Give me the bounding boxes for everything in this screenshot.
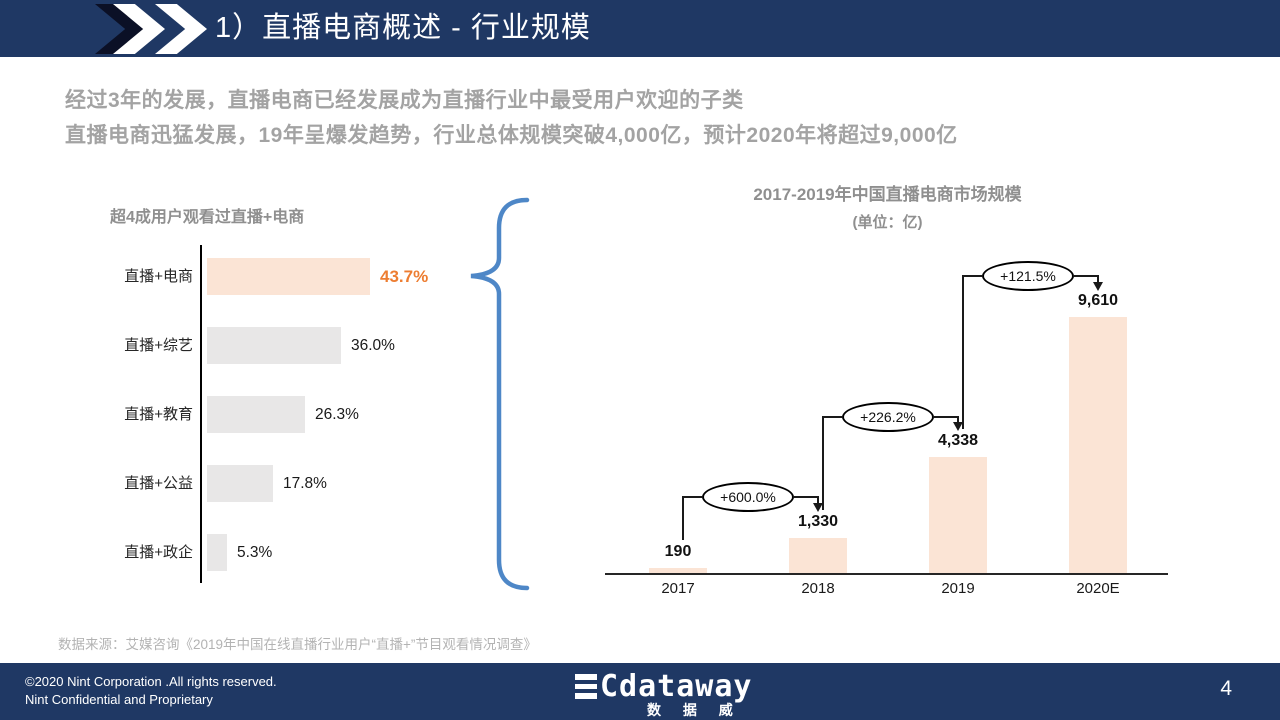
logo-chinese-name: 数 据 威 <box>647 702 742 718</box>
connector-line <box>934 416 959 418</box>
growth-badge: +600.0% <box>702 482 794 512</box>
logo-e-icon <box>575 674 597 699</box>
value-label: 190 <box>664 543 692 560</box>
copyright: ©2020 Nint Corporation .All rights reser… <box>25 673 277 709</box>
x-axis-line <box>605 573 1168 575</box>
page-number: 4 <box>1220 677 1232 700</box>
category-label: 直播+政企 <box>124 544 193 561</box>
connector-line <box>962 275 982 277</box>
category-label: 直播+公益 <box>124 475 193 492</box>
bar <box>207 258 370 295</box>
bar <box>1069 317 1127 573</box>
bar <box>649 568 707 573</box>
y-axis-line <box>200 245 202 583</box>
arrowhead-icon <box>953 422 963 431</box>
value-label: 26.3% <box>315 406 359 423</box>
column-chart-market-size: 2017-2019年中国直播电商市场规模 (单位：亿) 190 2017 1,330… <box>600 180 1175 610</box>
source-note: 数据来源：艾媒咨询《2019年中国在线直播行业用户“直播+”节目观看情况调查》 <box>58 637 537 652</box>
slide-footer: ©2020 Nint Corporation .All rights reser… <box>0 663 1280 720</box>
chart-subtitle: (单位：亿) <box>852 214 923 231</box>
category-label: 直播+教育 <box>124 406 193 423</box>
category-label: 直播+综艺 <box>124 337 193 354</box>
connector-line <box>1074 275 1099 277</box>
horizontal-bar-chart: 超4成用户观看过直播+电商 直播+电商 43.7% 直播+综艺 36.0% 直播+教育 2… <box>95 195 475 595</box>
arrowhead-icon <box>813 503 823 512</box>
x-tick-label: 2019 <box>941 580 975 597</box>
bar-row: 直播+电商 43.7% <box>95 258 475 295</box>
connector-line <box>962 276 964 429</box>
arrowhead-icon <box>1093 282 1103 291</box>
logo-text: Cdataway <box>600 669 753 704</box>
bar <box>789 538 847 573</box>
value-label: 17.8% <box>283 475 327 492</box>
brace-decoration <box>470 197 530 591</box>
bar <box>207 327 341 364</box>
subtitle-line-2: 直播电商迅猛发展，19年呈爆发趋势，行业总体规模突破4,000亿，预计2020年… <box>65 124 958 147</box>
growth-badge: +226.2% <box>842 402 934 432</box>
page-title: 1）直播电商概述 - 行业规模 <box>215 12 591 44</box>
copyright-line-2: Nint Confidential and Proprietary <box>25 692 213 707</box>
value-label: 4,338 <box>937 432 979 449</box>
logo-wordmark: Cdataway <box>575 669 753 704</box>
x-tick-label: 2018 <box>801 580 835 597</box>
value-label: 1,330 <box>797 513 839 530</box>
chart-title: 超4成用户观看过直播+电商 <box>110 209 305 226</box>
connector-line <box>822 416 842 418</box>
copyright-line-1: ©2020 Nint Corporation .All rights reser… <box>25 674 277 689</box>
connector-line <box>794 496 819 498</box>
bar-row: 直播+政企 5.3% <box>95 534 475 571</box>
connector-line <box>682 497 684 540</box>
ecdataway-logo: Cdataway 数 据 威 <box>575 669 753 720</box>
subtitle-line-1: 经过3年的发展，直播电商已经发展成为直播行业中最受用户欢迎的子类 <box>65 89 744 112</box>
connector-line <box>1097 276 1099 284</box>
bar <box>929 457 987 573</box>
value-label: 43.7% <box>380 267 429 286</box>
growth-badge: +121.5% <box>982 261 1074 291</box>
bar-row: 直播+教育 26.3% <box>95 396 475 433</box>
x-tick-label: 2017 <box>661 580 695 597</box>
chevron-decoration <box>95 4 215 54</box>
bar-row: 直播+综艺 36.0% <box>95 327 475 364</box>
category-label: 直播+电商 <box>124 268 193 285</box>
bar <box>207 396 305 433</box>
value-label: 9,610 <box>1077 292 1119 309</box>
connector-line <box>682 496 702 498</box>
bar-row: 直播+公益 17.8% <box>95 465 475 502</box>
slide-header: 1）直播电商概述 - 行业规模 <box>0 0 1280 57</box>
connector-line <box>822 417 824 510</box>
value-label: 36.0% <box>351 337 395 354</box>
chart-title: 2017-2019年中国直播电商市场规模 <box>753 185 1022 204</box>
connector-line <box>957 417 959 424</box>
bar <box>207 534 227 571</box>
bar <box>207 465 273 502</box>
value-label: 5.3% <box>237 544 273 561</box>
x-tick-label: 2020E <box>1076 580 1120 597</box>
connector-line <box>817 497 819 505</box>
